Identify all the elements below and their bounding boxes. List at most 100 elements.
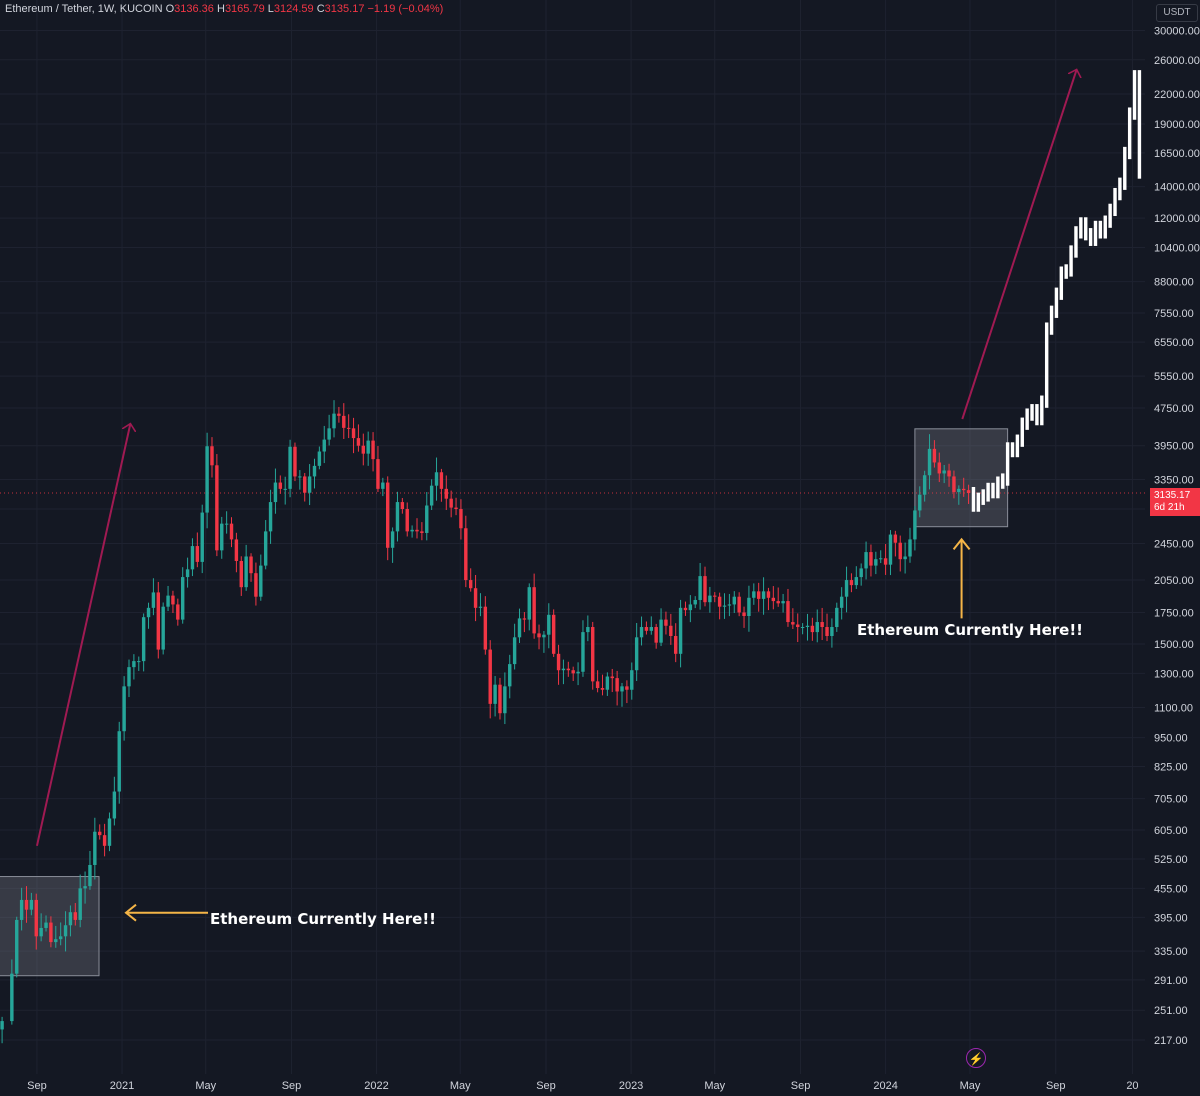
candle-body bbox=[947, 470, 951, 477]
candle-body bbox=[683, 607, 688, 611]
candle-body bbox=[722, 605, 727, 607]
candle-body bbox=[727, 604, 732, 606]
candle-body bbox=[478, 606, 483, 608]
y-tick-label: 16500.00 bbox=[1154, 148, 1200, 160]
price-axis-panel[interactable] bbox=[1145, 0, 1200, 1096]
y-tick-label: 291.00 bbox=[1154, 975, 1188, 987]
projection-bar bbox=[1015, 434, 1020, 458]
y-tick-label: 26000.00 bbox=[1154, 55, 1200, 67]
candle-body bbox=[908, 539, 912, 557]
x-tick-label: 2022 bbox=[364, 1080, 388, 1092]
candle-body bbox=[620, 686, 624, 692]
symbol-title[interactable]: Ethereum / Tether, 1W, KUCOIN bbox=[5, 3, 163, 15]
candle-body bbox=[151, 592, 156, 608]
projection-bar bbox=[991, 482, 995, 499]
x-tick-label: May bbox=[704, 1080, 725, 1092]
candle-body bbox=[708, 595, 712, 603]
candle-body bbox=[19, 899, 24, 920]
candle-body bbox=[586, 627, 590, 633]
pointer-arrowhead-up bbox=[952, 537, 971, 551]
candle-body bbox=[49, 922, 53, 943]
candle-body bbox=[132, 661, 136, 668]
candles bbox=[0, 400, 971, 1044]
candle-body bbox=[805, 625, 810, 628]
candle-body bbox=[356, 438, 361, 446]
candle-body bbox=[796, 624, 800, 628]
open-label: O bbox=[165, 3, 175, 15]
candle-body bbox=[298, 476, 302, 478]
candle-body bbox=[63, 925, 68, 937]
candle-body bbox=[366, 440, 370, 454]
candle-body bbox=[454, 507, 458, 510]
candle-body bbox=[288, 446, 292, 489]
projection-bar bbox=[1123, 146, 1127, 190]
candle-body bbox=[634, 637, 639, 671]
candle-body bbox=[312, 465, 317, 477]
candle-body bbox=[913, 510, 917, 540]
candle-body bbox=[361, 445, 366, 454]
candle-body bbox=[791, 622, 795, 625]
candle-body bbox=[34, 899, 38, 937]
candle-body bbox=[756, 591, 761, 599]
annotation-right-label: Ethereum Currently Here!! bbox=[857, 621, 1083, 639]
projection-bar bbox=[1108, 203, 1112, 228]
candle-body bbox=[488, 649, 492, 704]
candle-body bbox=[425, 505, 429, 533]
candle-body bbox=[68, 912, 73, 926]
projection-bar bbox=[986, 482, 990, 502]
candle-body bbox=[591, 627, 595, 682]
candle-body bbox=[244, 556, 248, 588]
candle-body bbox=[869, 552, 873, 566]
candle-body bbox=[747, 597, 751, 617]
trend-arrow-left bbox=[35, 424, 130, 847]
projection-bars bbox=[971, 70, 1142, 512]
projection-bar bbox=[971, 486, 976, 512]
candle-body bbox=[551, 614, 556, 654]
last-price-tag: 3135.17 6d 21h bbox=[1150, 488, 1200, 516]
candle-body bbox=[371, 440, 375, 460]
candle-body bbox=[468, 580, 473, 589]
time-axis: Sep 2021 May Sep 2022 May Sep 2023 May Sep 2024 May… bbox=[27, 1080, 1138, 1092]
highlight-box-right bbox=[914, 428, 1009, 528]
candle-body bbox=[703, 576, 707, 603]
candle-body bbox=[161, 606, 165, 650]
candle-body bbox=[200, 512, 204, 562]
y-tick-label: 395.00 bbox=[1154, 912, 1188, 924]
candle-body bbox=[410, 529, 414, 532]
low-label: L bbox=[267, 3, 274, 15]
candle-body bbox=[957, 488, 961, 493]
candle-body bbox=[254, 573, 258, 597]
lightning-icon[interactable]: ⚡ bbox=[966, 1048, 986, 1068]
y-tick-label: 3950.00 bbox=[1154, 441, 1194, 453]
candle-body bbox=[317, 451, 322, 466]
y-tick-label: 30000.00 bbox=[1154, 25, 1200, 37]
y-tick-label: 950.00 bbox=[1154, 733, 1188, 745]
candle-body bbox=[73, 912, 78, 920]
y-tick-label: 705.00 bbox=[1154, 794, 1188, 806]
candle-body bbox=[854, 577, 859, 586]
currency-button[interactable]: USDT bbox=[1156, 4, 1198, 22]
candle-body bbox=[176, 604, 180, 620]
candle-body bbox=[664, 619, 668, 626]
candle-body bbox=[961, 488, 966, 491]
candle-body bbox=[249, 556, 253, 574]
y-tick-label: 8800.00 bbox=[1154, 277, 1194, 289]
candle-body bbox=[293, 446, 297, 477]
candle-body bbox=[473, 588, 478, 608]
candle-body bbox=[761, 591, 766, 599]
candle-body bbox=[654, 627, 658, 643]
candle-body bbox=[581, 632, 585, 672]
projection-bar bbox=[1054, 287, 1059, 318]
candle-body bbox=[283, 488, 287, 490]
x-tick-label: 2021 bbox=[110, 1080, 134, 1092]
candle-body bbox=[122, 686, 126, 732]
candle-body bbox=[678, 607, 683, 654]
candle-body bbox=[215, 465, 219, 551]
candle-body bbox=[815, 622, 819, 633]
candle-body bbox=[29, 899, 34, 910]
candle-body bbox=[576, 671, 580, 674]
y-tick-label: 6550.00 bbox=[1154, 337, 1194, 349]
projection-bar bbox=[1059, 266, 1064, 300]
candle-body bbox=[859, 568, 863, 578]
